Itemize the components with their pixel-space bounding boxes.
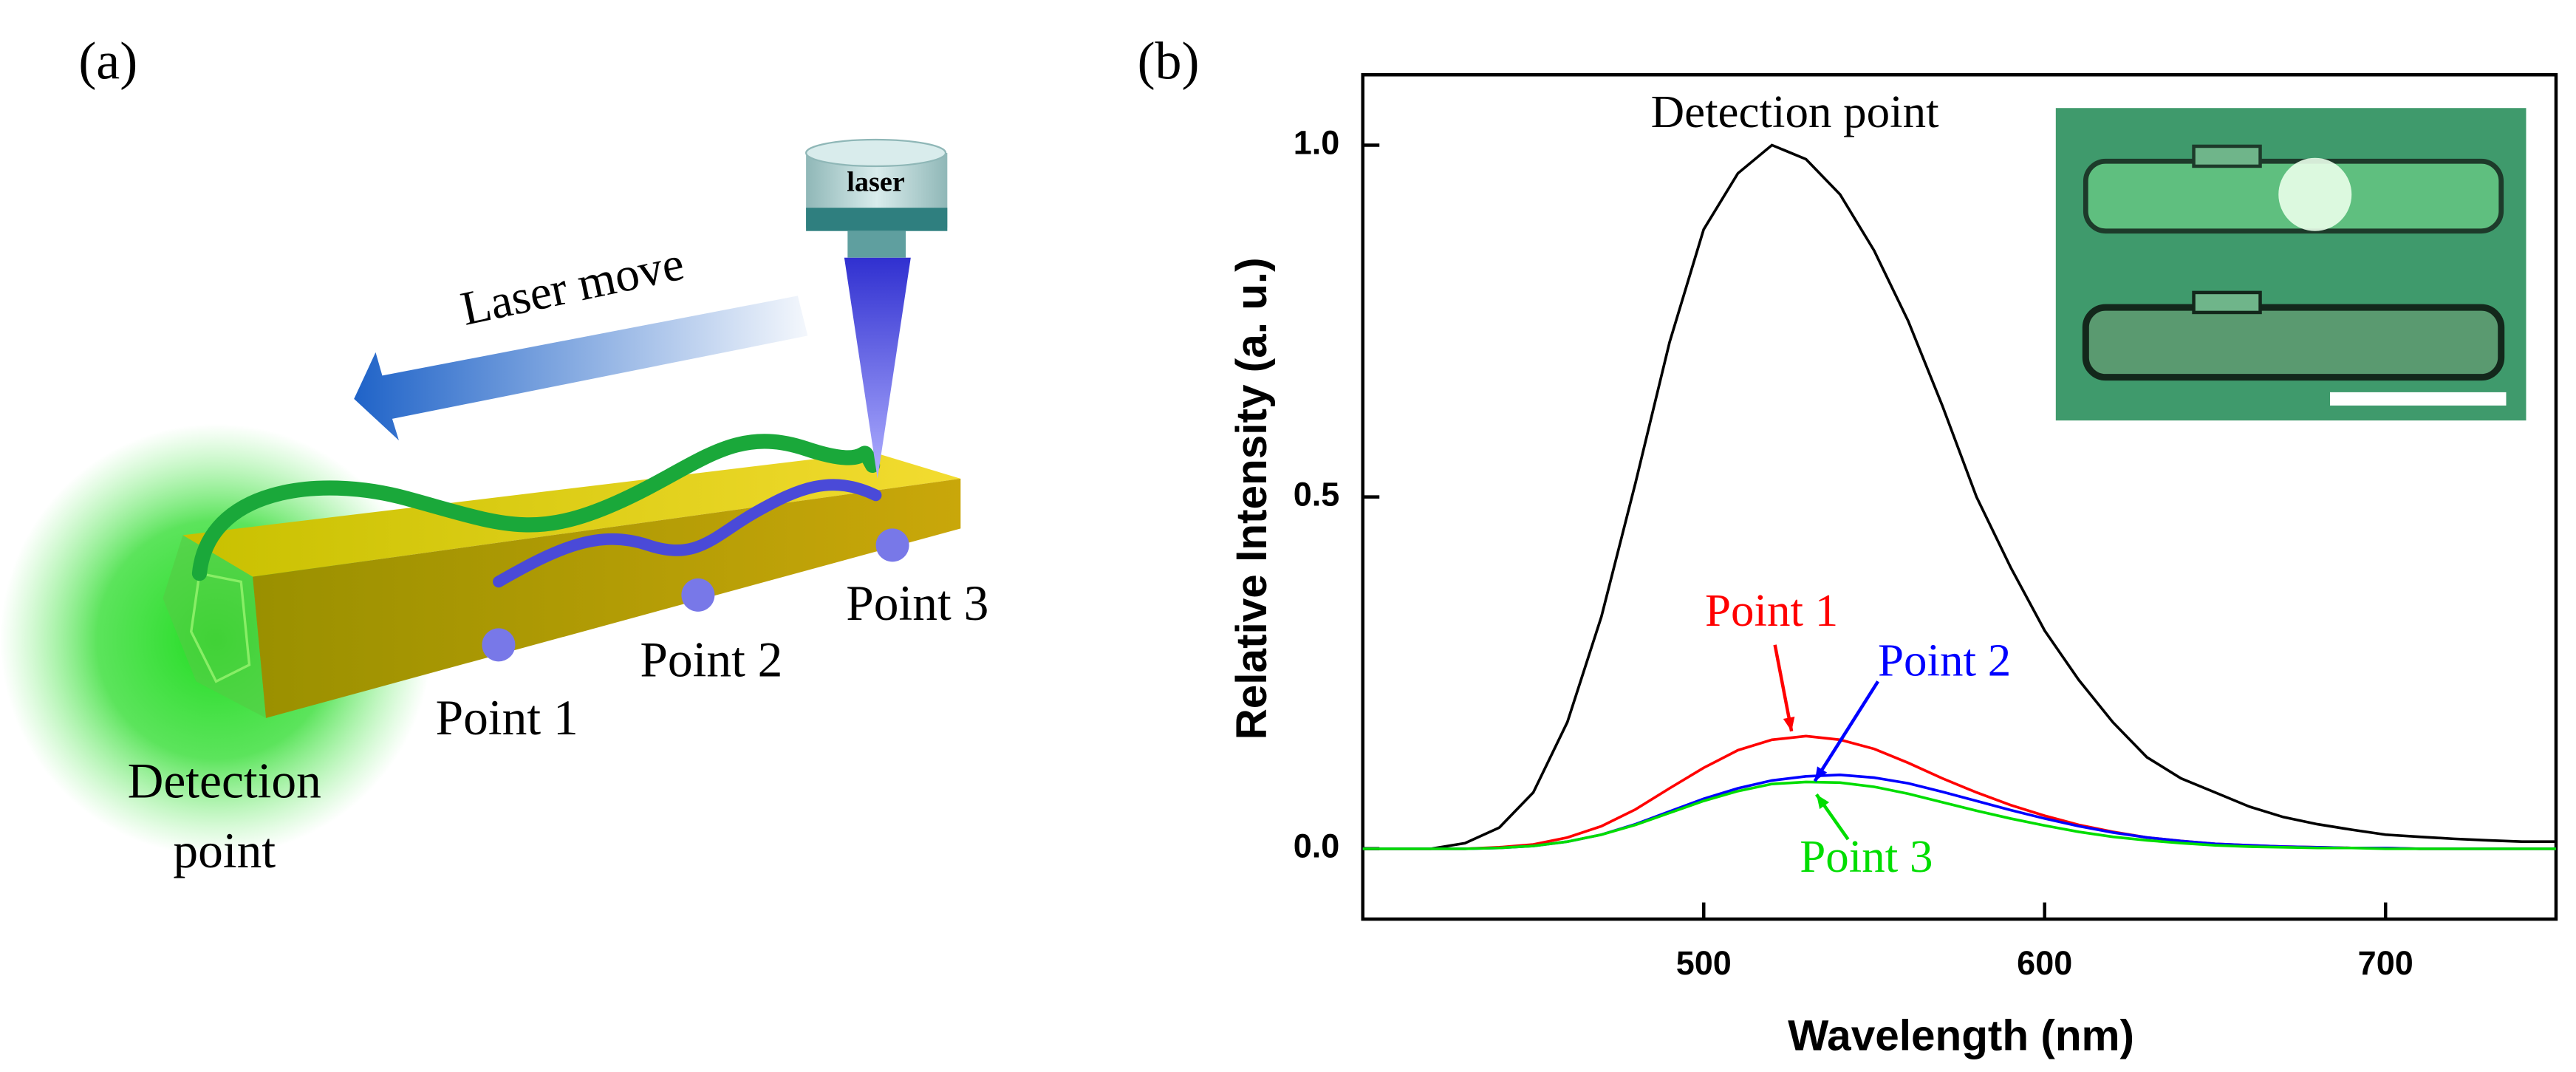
- rod-image: [2082, 304, 2505, 381]
- spectrum-line: [1362, 780, 2556, 850]
- laser-band: [806, 208, 948, 231]
- point-dot: [681, 578, 715, 612]
- green-wave: [191, 434, 881, 581]
- point-label: Point 3: [846, 576, 988, 631]
- glow-spot: [2278, 157, 2352, 231]
- laser-beam: [844, 257, 911, 479]
- curve-label: Point 2: [1878, 634, 2011, 686]
- spectrum-line: [1362, 734, 2556, 850]
- move-arrow: [354, 296, 808, 441]
- point-dot: [482, 628, 516, 662]
- x-axis-label: Wavelength (nm): [1788, 1011, 2134, 1059]
- detection-label: Detection: [128, 754, 321, 809]
- arrow-head: [1783, 717, 1795, 731]
- laser-nozzle: [847, 231, 906, 258]
- rod-image: [2192, 290, 2262, 315]
- arrow-label: Laser move: [457, 237, 689, 336]
- y-tick-label: 0.0: [1294, 827, 1340, 865]
- y-tick-label: 0.5: [1294, 476, 1340, 513]
- x-tick-label: 500: [1676, 944, 1732, 982]
- curve-label: Point 1: [1705, 584, 1838, 636]
- x-tick-label: 700: [2358, 944, 2413, 982]
- x-tick-label: 600: [2017, 944, 2072, 982]
- chart: (b) Wavelength (nm) Relative Intensity (…: [1138, 32, 2558, 1059]
- laser-label: laser: [847, 166, 905, 197]
- schematic: (a) laser Laser move Point 1 Point 2 Poi…: [0, 32, 988, 878]
- point-dot: [875, 528, 909, 562]
- annotation-arrow: [1773, 644, 1794, 732]
- arrow-head: [1814, 766, 1828, 782]
- spectrum-line: [1362, 143, 2556, 850]
- curve-label: Detection point: [1651, 86, 1939, 137]
- point-label: Point 1: [436, 690, 578, 745]
- annotation-arrow: [1813, 680, 1880, 782]
- blue-wave: [493, 479, 882, 588]
- inset-image: [2055, 108, 2527, 421]
- y-tick-label: 1.0: [1294, 123, 1340, 161]
- rod-image: [2192, 144, 2262, 168]
- detection-label: point: [173, 823, 276, 878]
- arrow-head: [1816, 794, 1830, 810]
- scale-bar: [2330, 392, 2507, 406]
- rod-front: [252, 478, 961, 718]
- y-axis-label: Relative Intensity (a. u.): [1228, 257, 1276, 740]
- panel-label: (a): [78, 32, 137, 91]
- hexagon: [190, 572, 251, 683]
- curve-label: Point 3: [1800, 830, 1933, 882]
- point-label: Point 2: [640, 632, 782, 687]
- panel-label: (b): [1138, 32, 1200, 91]
- laser-top: [804, 138, 947, 168]
